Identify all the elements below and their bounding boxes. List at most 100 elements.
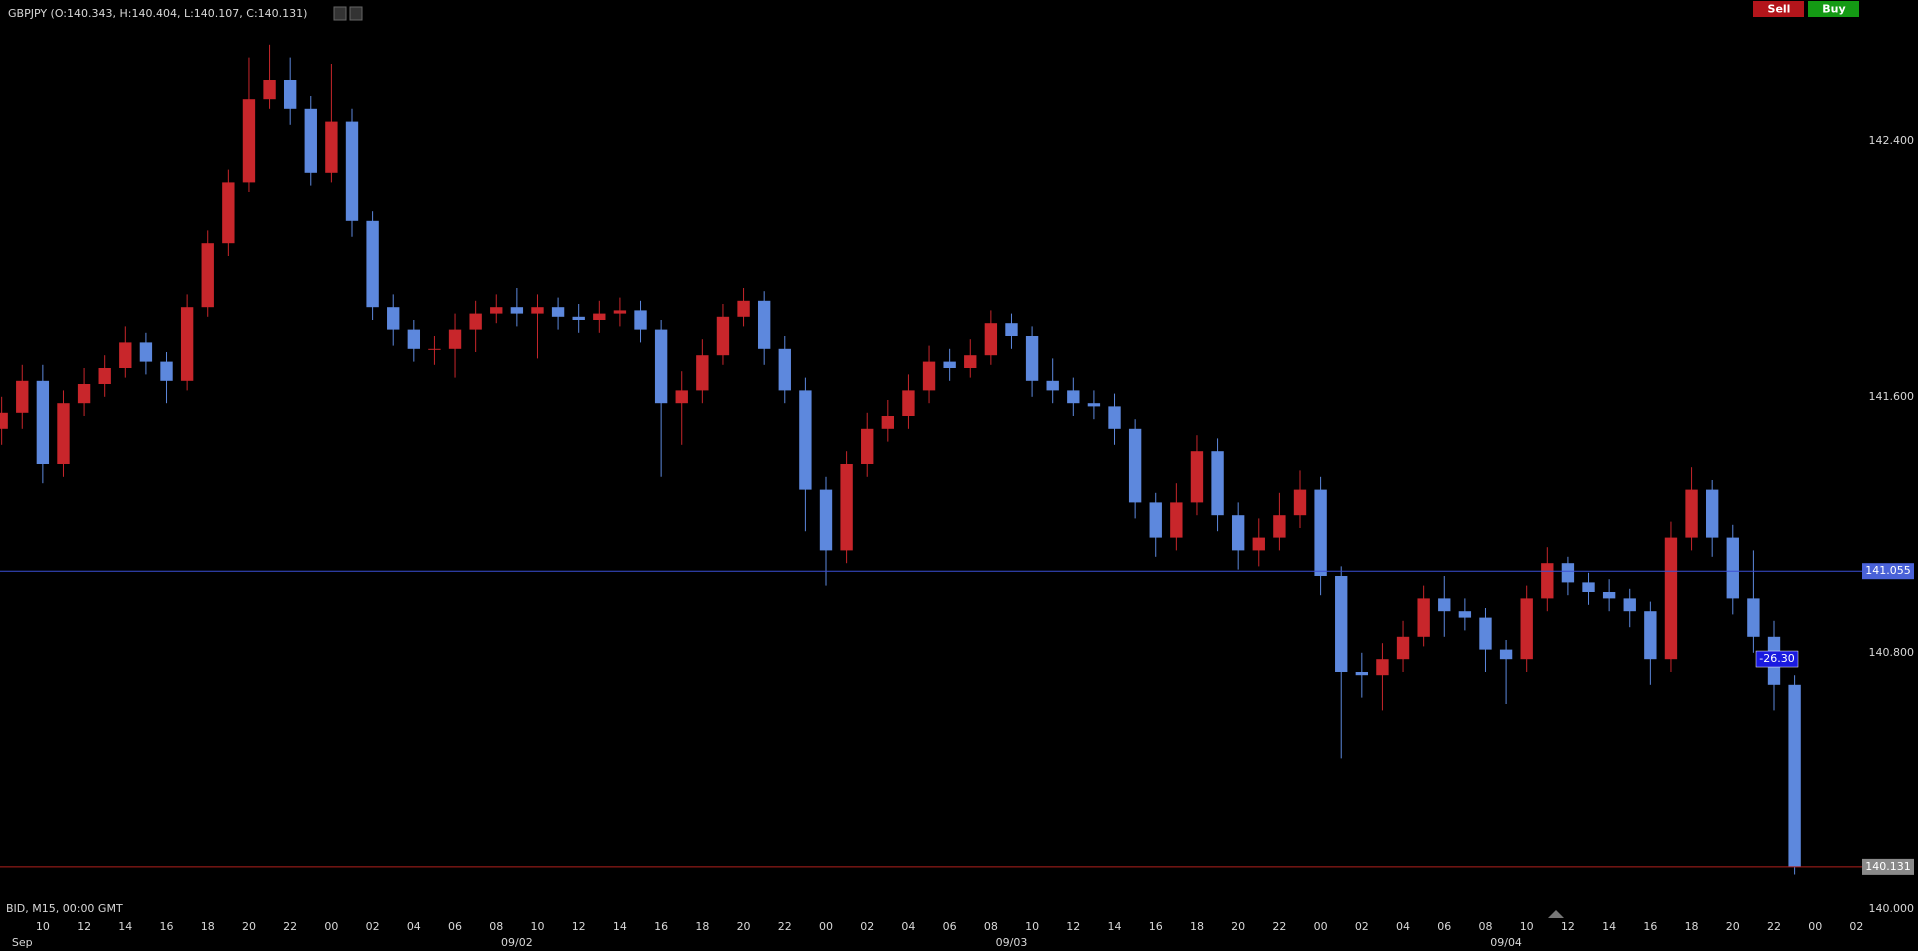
x-tick-label: 10 bbox=[1520, 920, 1534, 933]
x-tick-label: 08 bbox=[984, 920, 998, 933]
x-tick-label: 12 bbox=[1066, 920, 1080, 933]
candle-body bbox=[1726, 537, 1739, 599]
x-tick-label: 22 bbox=[283, 920, 297, 933]
x-tick-label: 04 bbox=[901, 920, 915, 933]
candle-body bbox=[613, 310, 627, 314]
x-tick-label: 16 bbox=[1643, 920, 1657, 933]
candle-body bbox=[387, 307, 400, 330]
icon[interactable] bbox=[349, 6, 363, 21]
candle-body bbox=[1479, 617, 1492, 650]
x-tick-label: 10 bbox=[1025, 920, 1039, 933]
candle-body bbox=[1582, 582, 1595, 592]
candle-body bbox=[1438, 598, 1451, 612]
candle-body bbox=[1211, 451, 1224, 516]
candle-body bbox=[675, 390, 688, 404]
y-tick-label: 140.000 bbox=[1869, 902, 1915, 915]
x-tick-label: 22 bbox=[1272, 920, 1286, 933]
candle-body bbox=[510, 307, 524, 314]
candle-body bbox=[902, 390, 915, 416]
sell-button[interactable] bbox=[1753, 1, 1804, 17]
candle-body bbox=[778, 348, 791, 391]
candle-body bbox=[263, 80, 276, 100]
candle-body bbox=[716, 316, 730, 356]
candle-body bbox=[1273, 515, 1286, 538]
date-label: Sep bbox=[12, 936, 33, 949]
x-tick-label: 10 bbox=[530, 920, 544, 933]
x-tick-label: 12 bbox=[1561, 920, 1575, 933]
x-tick-label: 14 bbox=[1108, 920, 1122, 933]
candle-body bbox=[242, 99, 256, 183]
candle-body bbox=[1170, 502, 1183, 538]
x-tick-label: 00 bbox=[1314, 920, 1328, 933]
candle-body bbox=[490, 307, 503, 314]
x-tick-label: 04 bbox=[1396, 920, 1410, 933]
x-tick-label: 08 bbox=[489, 920, 503, 933]
candle-body bbox=[139, 342, 153, 362]
candle-body bbox=[36, 380, 50, 464]
candle-body bbox=[1623, 598, 1636, 612]
x-tick-label: 22 bbox=[1767, 920, 1781, 933]
date-label: 09/04 bbox=[1490, 936, 1522, 949]
x-tick-label: 14 bbox=[613, 920, 627, 933]
buy-button[interactable] bbox=[1808, 1, 1859, 17]
sell-label[interactable]: Sell bbox=[1768, 3, 1791, 16]
candle-body bbox=[448, 329, 462, 349]
x-tick-label: 22 bbox=[778, 920, 792, 933]
candle-body bbox=[407, 329, 421, 349]
x-tick-label: 20 bbox=[242, 920, 256, 933]
candle-body bbox=[943, 361, 956, 368]
x-tick-label: 16 bbox=[1149, 920, 1163, 933]
x-tick-label: 00 bbox=[324, 920, 338, 933]
candle-body bbox=[1335, 576, 1348, 672]
price-label: 140.131 bbox=[1865, 860, 1911, 873]
candle-body bbox=[1376, 659, 1389, 676]
date-label: 09/03 bbox=[996, 936, 1028, 949]
candle-body bbox=[799, 390, 812, 490]
annotation: -26.30 bbox=[1759, 652, 1794, 665]
x-tick-label: 00 bbox=[1808, 920, 1822, 933]
candle-body bbox=[1458, 611, 1472, 618]
x-tick-label: 20 bbox=[737, 920, 751, 933]
date-label: 09/02 bbox=[501, 936, 533, 949]
candle-body bbox=[1252, 537, 1265, 551]
buy-label[interactable]: Buy bbox=[1822, 3, 1845, 16]
candle-body bbox=[57, 403, 70, 464]
candle-body bbox=[1087, 403, 1101, 407]
candle-body bbox=[180, 307, 194, 381]
candle-body bbox=[1067, 390, 1080, 404]
y-tick-label: 140.800 bbox=[1869, 646, 1915, 659]
x-tick-label: 20 bbox=[1726, 920, 1740, 933]
candle-body bbox=[696, 355, 709, 391]
candle-body bbox=[16, 380, 29, 413]
x-tick-label: 20 bbox=[1231, 920, 1245, 933]
candle-body bbox=[1747, 598, 1760, 637]
candle-body bbox=[634, 310, 647, 330]
candle-body bbox=[304, 108, 317, 173]
candle-body bbox=[160, 361, 173, 381]
candle-body bbox=[325, 121, 338, 173]
x-tick-label: 18 bbox=[1685, 920, 1699, 933]
x-tick-label: 08 bbox=[1478, 920, 1492, 933]
candle-body bbox=[469, 313, 482, 330]
candle-body bbox=[572, 316, 585, 320]
candle-body bbox=[984, 323, 998, 356]
candle-body bbox=[1602, 592, 1616, 599]
candle-body bbox=[881, 416, 895, 429]
candle-body bbox=[551, 307, 565, 317]
x-tick-label: 06 bbox=[1437, 920, 1451, 933]
candle-body bbox=[1396, 636, 1410, 660]
x-tick-label: 16 bbox=[654, 920, 668, 933]
candle-body bbox=[819, 489, 833, 551]
candle-body bbox=[1128, 428, 1142, 503]
candle-body bbox=[1664, 537, 1678, 660]
candle-body bbox=[0, 412, 8, 429]
candle-body bbox=[964, 355, 977, 368]
candle-body bbox=[1190, 451, 1204, 503]
x-tick-label: 02 bbox=[1849, 920, 1863, 933]
candle-body bbox=[1293, 489, 1307, 516]
x-tick-label: 02 bbox=[860, 920, 874, 933]
x-tick-label: 18 bbox=[201, 920, 215, 933]
candle-body bbox=[222, 182, 235, 244]
icon[interactable] bbox=[333, 6, 347, 21]
